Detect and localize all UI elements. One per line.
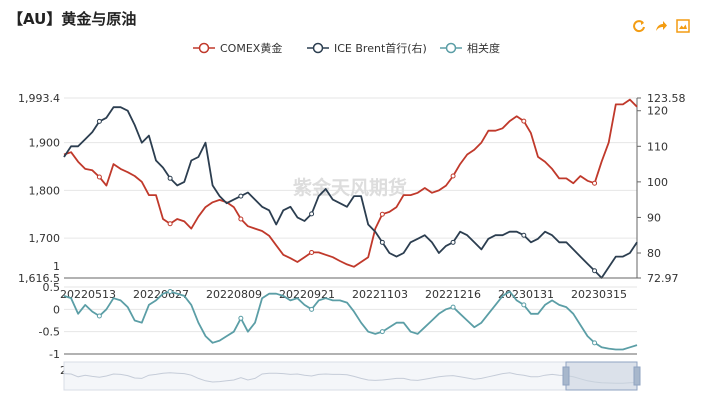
watermark: 紫金天风期货 [293, 176, 407, 199]
x-tick-label-top: 20230131 [498, 288, 554, 301]
comex-gold-line-point [167, 221, 173, 227]
y-left-tick-label: 1,800 [29, 184, 61, 197]
y-left-tick-label: 1 [53, 260, 60, 273]
y-corr-tick-label: -0.5 [39, 326, 60, 339]
y-right-tick-label: 72.97 [647, 272, 679, 285]
x-tick-label-top: 20220809 [206, 288, 262, 301]
brent-line-point [309, 211, 315, 217]
x-tick-label-top: 20220513 [60, 288, 116, 301]
chart-title: 【AU】黄金与原油 [8, 10, 137, 28]
legend-marker [312, 42, 324, 54]
zoom-slider-handle[interactable] [633, 366, 641, 386]
correlation-line-point [167, 288, 173, 294]
legend-label: ICE Brent首行(右) [334, 41, 427, 55]
legend-label: COMEX黄金 [220, 41, 282, 55]
refresh-button[interactable] [631, 18, 647, 34]
comex-gold-line-point [96, 174, 102, 180]
download-button[interactable] [675, 18, 691, 34]
y-left-tick-label: 1,700 [29, 232, 61, 245]
brent-line-point [379, 239, 385, 245]
brent-line [63, 106, 638, 279]
brent-line-point [96, 118, 102, 124]
correlation-line-point [309, 306, 315, 312]
comex-gold-line-point [379, 211, 385, 217]
brent-line-point [238, 193, 244, 199]
zoom-slider-preview [63, 372, 638, 384]
y-left-tick-label: 1,993.4 [18, 92, 60, 105]
correlation-line-point [379, 329, 385, 335]
comex-gold-line-point [592, 180, 598, 186]
comex-gold-line-point [450, 173, 456, 179]
comex-gold-line-point [309, 249, 315, 255]
y-corr-tick-label: 0.5 [43, 281, 61, 294]
download-icon [676, 19, 690, 33]
y-right-tick-label: 120 [647, 105, 668, 118]
share-button[interactable] [653, 18, 669, 34]
correlation-line-point [592, 340, 598, 346]
share-icon [656, 21, 667, 31]
correlation-line [63, 290, 638, 351]
y-right-tick-label: 100 [647, 176, 668, 189]
comex-gold-line-point [238, 216, 244, 222]
brent-line-point [450, 239, 456, 245]
comex-gold-line-point [521, 118, 527, 124]
y-right-tick-label: 80 [647, 247, 661, 260]
correlation-line-point [238, 315, 244, 321]
legend-label: 相关度 [467, 41, 500, 55]
zoom-slider-handle[interactable] [562, 366, 570, 386]
y-left-tick-label: 1,616.5 [18, 272, 60, 285]
brent-line-point [167, 175, 173, 181]
x-tick-label-top: 20220921 [279, 288, 335, 301]
y-right-tick-label: 90 [647, 211, 661, 224]
y-right-tick-label: 110 [647, 140, 668, 153]
legend-marker [198, 42, 210, 54]
y-right-tick-label: 123.58 [647, 92, 686, 105]
comex-gold-line [63, 98, 638, 268]
y-left-tick-label: 1,900 [29, 137, 61, 150]
x-tick-label-top: 20221216 [425, 288, 481, 301]
refresh-icon [633, 20, 645, 33]
chart-toolbar [631, 18, 691, 34]
x-tick-label-top: 20221103 [352, 288, 408, 301]
legend-marker [445, 42, 457, 54]
zoom-slider-window[interactable] [565, 361, 638, 391]
brent-line-point [592, 268, 598, 274]
y-corr-tick-label: 0 [53, 303, 60, 316]
correlation-line-point [521, 302, 527, 308]
correlation-line-point [96, 313, 102, 319]
correlation-line-point [450, 304, 456, 310]
y-corr-tick-label: -1 [49, 348, 60, 361]
x-tick-label-top: 20230315 [571, 288, 627, 301]
brent-line-point [521, 232, 527, 238]
